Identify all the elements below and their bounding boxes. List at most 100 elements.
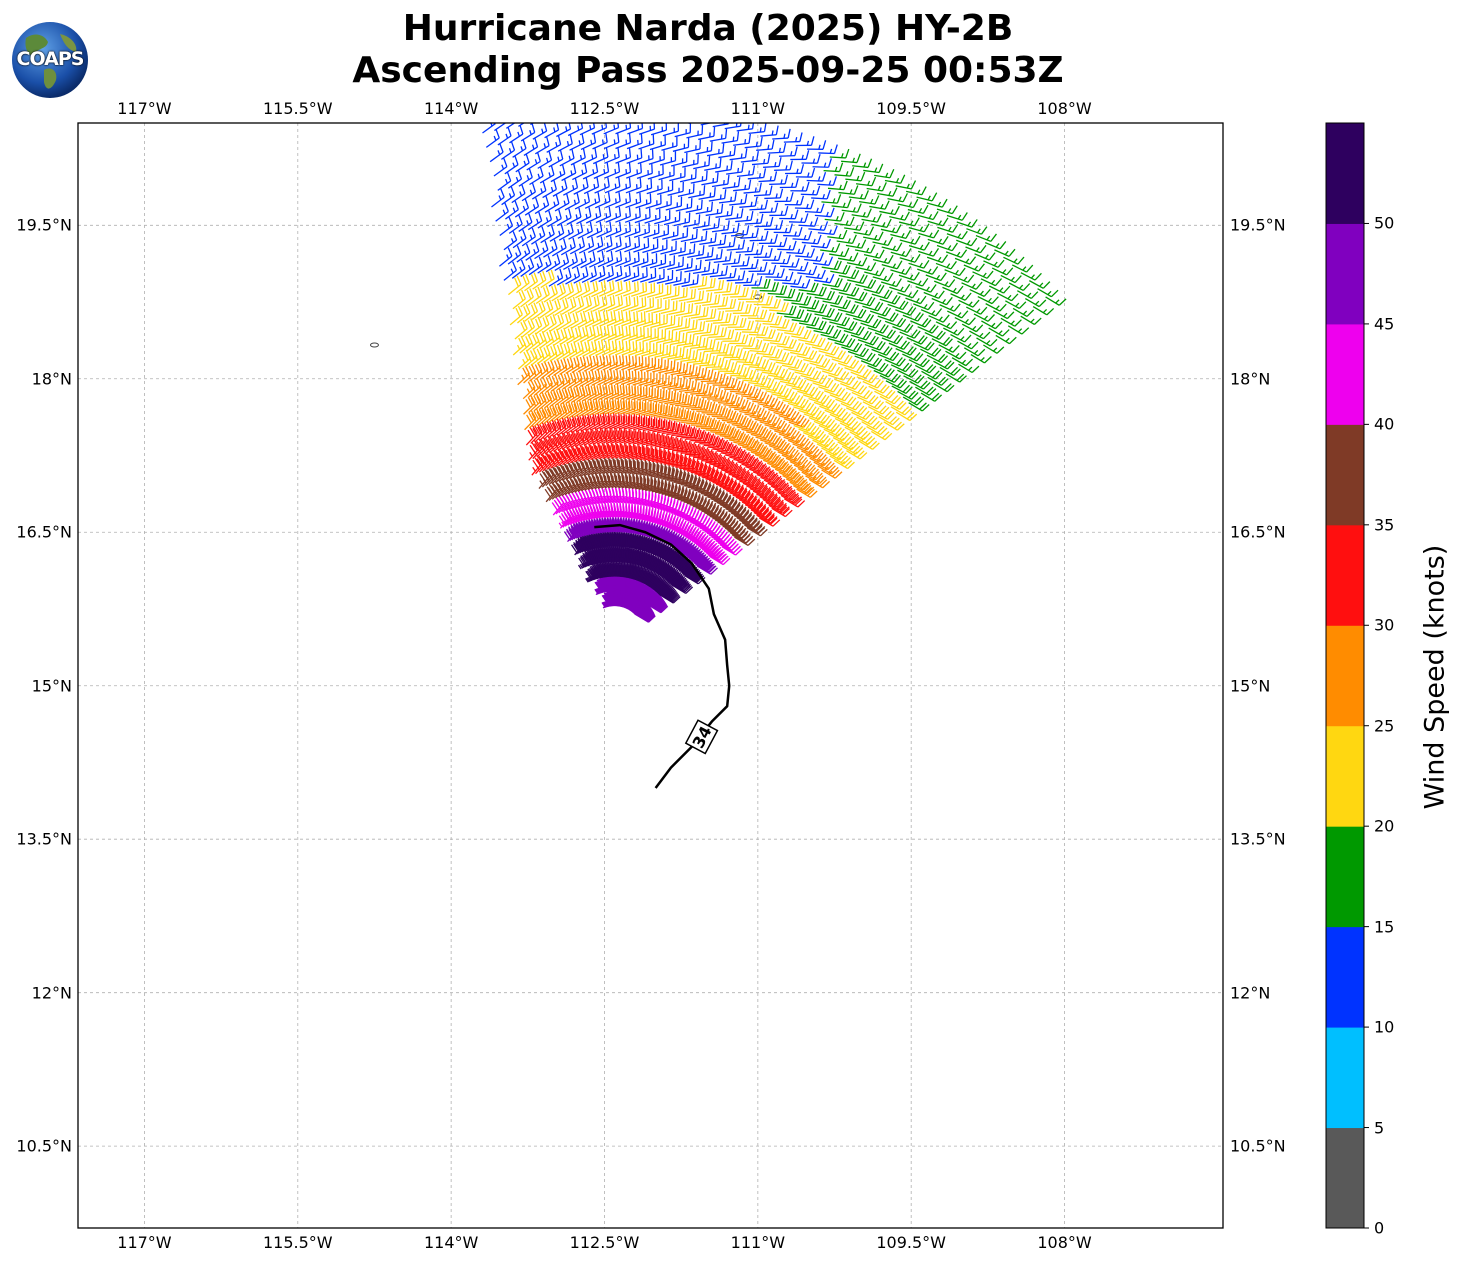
- wind-barb: [561, 163, 577, 182]
- lat-tick-label-right: 13.5°N: [1230, 829, 1286, 849]
- wind-barb: [550, 372, 565, 392]
- wind-barb: [554, 193, 570, 212]
- wind-barb: [544, 194, 560, 213]
- wind-barb: [534, 240, 549, 260]
- colorbar-band: [1326, 424, 1364, 526]
- wind-barb: [556, 123, 572, 138]
- wind-barb: [569, 133, 585, 151]
- wind-barb: [529, 166, 544, 186]
- wind-barb: [534, 136, 550, 155]
- colorbar-band: [1326, 725, 1364, 827]
- wind-barb: [500, 141, 516, 160]
- wind-barb: [574, 192, 591, 210]
- wind-barb: [542, 314, 557, 333]
- wind-barb: [597, 368, 613, 386]
- wind-barb: [543, 419, 557, 440]
- wind-barb: [520, 258, 535, 277]
- wind-barb: [552, 327, 568, 347]
- wind-barb: [547, 209, 562, 228]
- lat-tick-label-left: 12°N: [31, 983, 72, 1003]
- island: [369, 342, 379, 348]
- wind-barb: [552, 179, 568, 197]
- wind-barb: [532, 270, 547, 290]
- wind-barb: [489, 143, 504, 163]
- wind-barb: [586, 413, 601, 431]
- wind-barb: [573, 325, 589, 344]
- lat-tick-label-left: 13.5°N: [16, 829, 72, 849]
- wind-barb: [525, 242, 540, 261]
- wind-barb: [482, 123, 497, 134]
- colorbar-band: [1326, 1127, 1364, 1229]
- wind-barb: [512, 139, 527, 158]
- wind-barb: [563, 178, 579, 196]
- wind-barb: [521, 318, 535, 338]
- lat-tick-label-left: 10.5°N: [16, 1136, 72, 1156]
- wind-barb: [525, 425, 538, 446]
- wind-barb: [534, 422, 548, 443]
- wind-barb: [553, 432, 567, 453]
- colorbar-tick-label: 15: [1374, 917, 1395, 937]
- wind-barb: [565, 266, 581, 285]
- wind-barb: [539, 420, 553, 441]
- wind-barb: [573, 177, 589, 195]
- wind-barb: [507, 245, 522, 265]
- wind-barb: [571, 251, 587, 270]
- wind-barb: [537, 151, 553, 169]
- wind-barb: [485, 128, 500, 148]
- wind-barb: [565, 355, 580, 375]
- wind-barb: [501, 186, 516, 206]
- wind-barb: [509, 124, 524, 144]
- wind-barb: [515, 153, 530, 173]
- lon-tick-label-bottom: 114°W: [423, 1233, 479, 1252]
- wind-barb: [549, 223, 565, 242]
- colorbar-band: [1326, 223, 1364, 325]
- colorbar-tick-label: 25: [1374, 716, 1395, 736]
- wind-barb: [591, 280, 607, 298]
- colorbar-tick-label: 45: [1374, 314, 1395, 334]
- wind-barb: [548, 403, 563, 423]
- wind-barb: [526, 152, 541, 171]
- wind-barb: [559, 356, 574, 376]
- wind-barb: [587, 324, 603, 342]
- wind-barb: [506, 123, 516, 129]
- wind-barb: [531, 181, 547, 200]
- lat-tick-label-left: 19.5°N: [16, 215, 72, 235]
- wind-barb: [547, 358, 561, 378]
- wind-barb: [560, 237, 576, 256]
- wind-barb: [568, 400, 583, 419]
- wind-barb: [520, 288, 534, 308]
- wind-barb: [581, 265, 597, 284]
- wind-barb: [523, 363, 537, 384]
- wind-barb: [524, 272, 539, 292]
- wind-barb: [503, 261, 517, 281]
- wind-barb: [511, 184, 526, 204]
- colorbar-tick-label: 5: [1374, 1118, 1385, 1138]
- lat-tick-label-right: 16.5°N: [1230, 522, 1286, 542]
- colorbar: [1325, 122, 1369, 1229]
- wind-barb: [584, 295, 600, 313]
- wind-barb: [505, 200, 519, 220]
- lat-tick-label-left: 18°N: [31, 369, 72, 389]
- wind-barb: [573, 266, 589, 284]
- wind-barb: [541, 359, 555, 379]
- wind-barb: [561, 296, 577, 315]
- wind-barb: [539, 165, 555, 184]
- wind-barb: [590, 265, 606, 283]
- wind-barb: [497, 171, 512, 191]
- logo-text: COAPS: [16, 48, 85, 70]
- wind-barb: [571, 414, 587, 433]
- wind-barb: [543, 239, 558, 258]
- wind-barb: [562, 371, 577, 390]
- wind-barb: [664, 107, 679, 121]
- wind-barb: [509, 305, 523, 326]
- wind-barb: [527, 286, 542, 306]
- wind-barb: [595, 412, 611, 430]
- wind-barb: [535, 315, 550, 335]
- wind-barb: [499, 247, 513, 267]
- wind-barb: [527, 211, 543, 231]
- colorbar-band: [1326, 1027, 1364, 1129]
- wind-barb: [583, 354, 599, 372]
- wind-barb: [599, 398, 615, 415]
- wind-barb: [524, 197, 540, 216]
